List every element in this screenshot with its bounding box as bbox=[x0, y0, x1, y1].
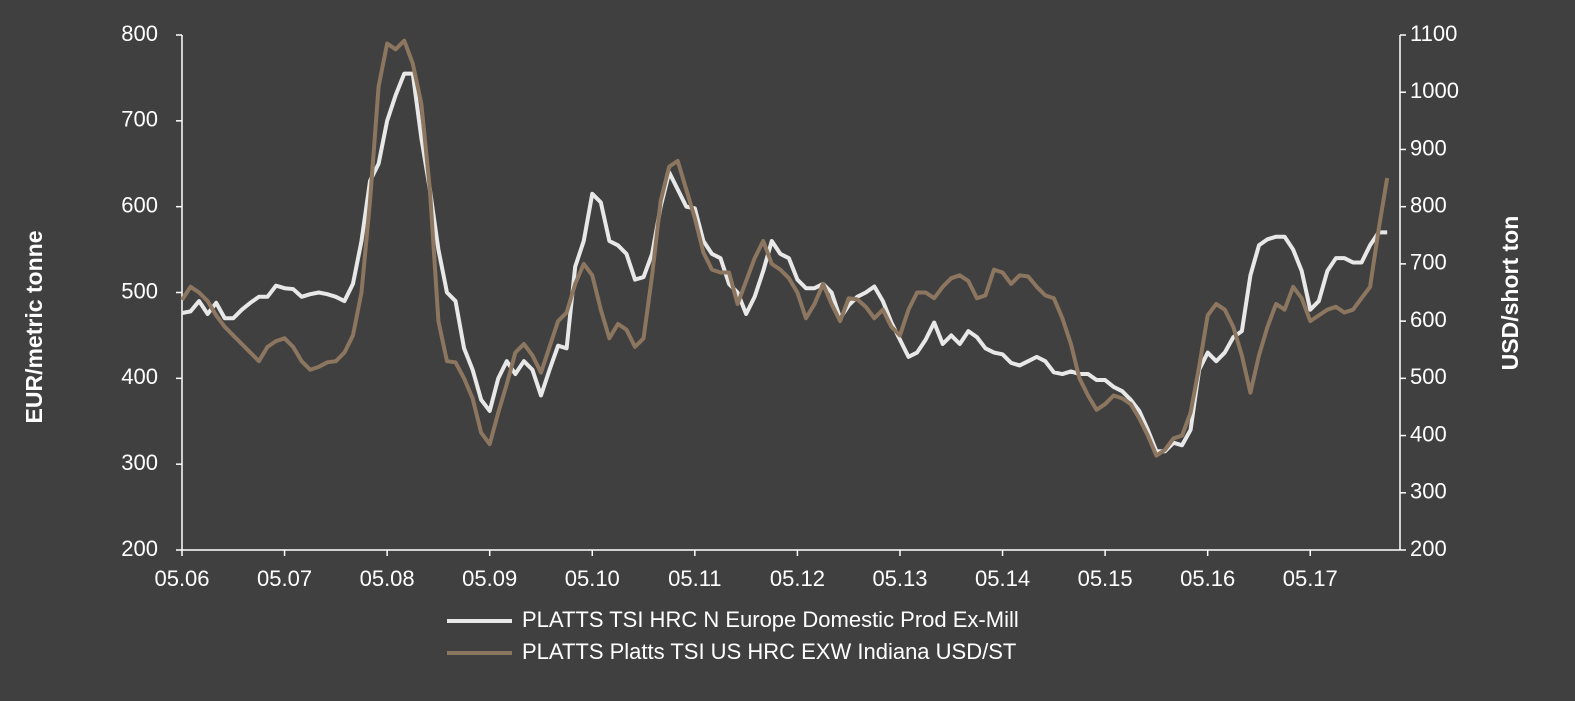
x-tick-label: 05.07 bbox=[257, 566, 312, 591]
y2-tick-label: 500 bbox=[1410, 364, 1447, 389]
x-tick-label: 05.09 bbox=[462, 566, 517, 591]
x-tick-label: 05.16 bbox=[1180, 566, 1235, 591]
y-tick-label: 800 bbox=[121, 21, 158, 46]
y-tick-label: 700 bbox=[121, 107, 158, 132]
x-tick-label: 05.12 bbox=[770, 566, 825, 591]
x-tick-label: 05.06 bbox=[154, 566, 209, 591]
legend-label: PLATTS TSI HRC N Europe Domestic Prod Ex… bbox=[522, 607, 1019, 632]
x-tick-label: 05.10 bbox=[565, 566, 620, 591]
y2-tick-label: 400 bbox=[1410, 421, 1447, 446]
y2-tick-label: 1100 bbox=[1410, 21, 1457, 46]
x-tick-label: 05.08 bbox=[360, 566, 415, 591]
y-tick-label: 200 bbox=[121, 536, 158, 561]
series-line bbox=[181, 71, 1388, 454]
legend-label: PLATTS Platts TSI US HRC EXW Indiana USD… bbox=[522, 639, 1016, 664]
y-tick-label: 600 bbox=[121, 192, 158, 217]
x-tick-label: 05.14 bbox=[975, 566, 1030, 591]
y2-tick-label: 200 bbox=[1410, 536, 1447, 561]
y2-axis-title: USD/short ton bbox=[1497, 216, 1523, 371]
x-tick-label: 05.15 bbox=[1078, 566, 1133, 591]
y-tick-label: 500 bbox=[121, 278, 158, 303]
series-line bbox=[180, 38, 1390, 458]
x-tick-label: 05.17 bbox=[1283, 566, 1338, 591]
x-tick-label: 05.13 bbox=[872, 566, 927, 591]
y2-tick-label: 900 bbox=[1410, 135, 1447, 160]
y2-tick-label: 300 bbox=[1410, 479, 1447, 504]
y-tick-label: 300 bbox=[121, 450, 158, 475]
y-tick-label: 400 bbox=[121, 364, 158, 389]
y2-tick-label: 800 bbox=[1410, 192, 1447, 217]
y2-tick-label: 600 bbox=[1410, 307, 1447, 332]
x-tick-label: 05.11 bbox=[668, 566, 721, 591]
y-axis-title: EUR/metric tonne bbox=[21, 231, 47, 424]
y2-tick-label: 1000 bbox=[1410, 78, 1459, 103]
y2-tick-label: 700 bbox=[1410, 250, 1447, 275]
